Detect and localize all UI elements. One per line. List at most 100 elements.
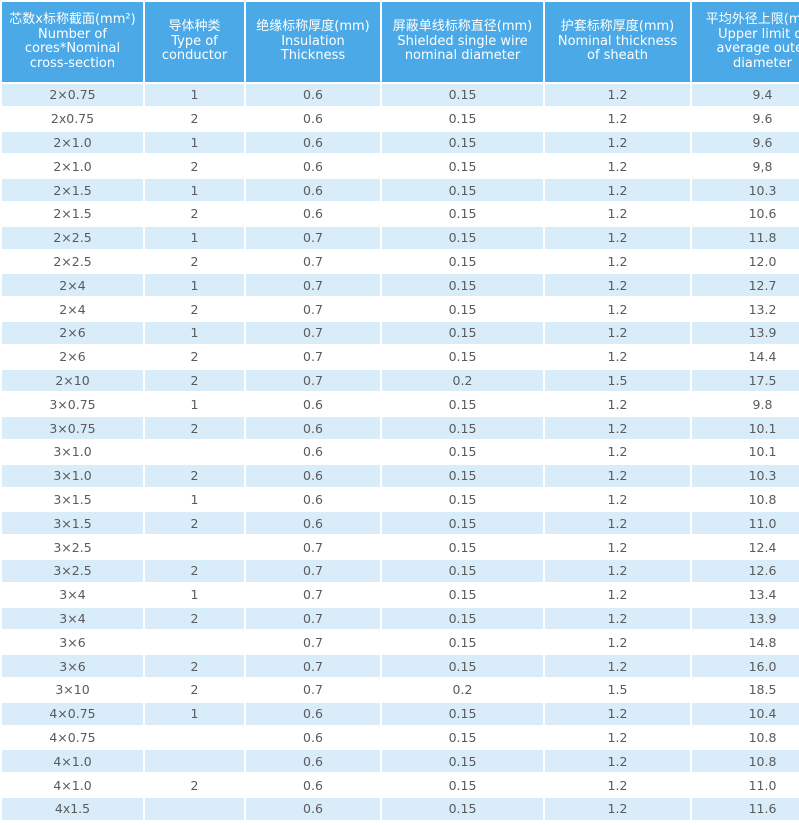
cell-outer-diameter-limit: 10.8 bbox=[692, 750, 799, 773]
header-sheath-thickness: 护套标称厚度(mm) Nominal thickness of sheath bbox=[545, 2, 690, 82]
cell-shield-wire-diameter: 0.15 bbox=[382, 797, 543, 820]
cell-shield-wire-diameter: 0.15 bbox=[382, 488, 543, 511]
cell-cores-cross-section: 3×10 bbox=[2, 678, 143, 701]
table-row: 2×4 2 0.7 0.15 1.2 13.2 bbox=[2, 298, 799, 320]
cell-insulation-thickness: 0.7 bbox=[246, 345, 380, 368]
cell-cores-cross-section: 2×2.5 bbox=[2, 250, 143, 273]
cell-insulation-thickness: 0.7 bbox=[246, 631, 380, 654]
header-line-en1: Type of bbox=[171, 33, 218, 49]
cell-shield-wire-diameter: 0.15 bbox=[382, 464, 543, 487]
table-row: 2×6 2 0.7 0.15 1.2 14.4 bbox=[2, 345, 799, 368]
cell-insulation-thickness: 0.7 bbox=[246, 607, 380, 630]
header-line-en3: diameter bbox=[733, 55, 792, 71]
cell-cores-cross-section: 2x0.75 bbox=[2, 107, 143, 130]
cell-sheath-thickness: 1.5 bbox=[545, 678, 690, 701]
table-row: 2×1.0 2 0.6 0.15 1.2 9,8 bbox=[2, 155, 799, 178]
cell-conductor-type: 1 bbox=[145, 226, 244, 249]
cell-outer-diameter-limit: 10.3 bbox=[692, 464, 799, 487]
cell-cores-cross-section: 3×4 bbox=[2, 607, 143, 630]
cell-conductor-type: 1 bbox=[145, 321, 244, 344]
cell-sheath-thickness: 1.2 bbox=[545, 655, 690, 677]
cell-shield-wire-diameter: 0.2 bbox=[382, 369, 543, 392]
cell-conductor-type: 2 bbox=[145, 369, 244, 392]
cell-shield-wire-diameter: 0.15 bbox=[382, 583, 543, 606]
cell-shield-wire-diameter: 0.15 bbox=[382, 250, 543, 273]
cell-sheath-thickness: 1.2 bbox=[545, 250, 690, 273]
cell-conductor-type: 2 bbox=[145, 250, 244, 273]
cell-sheath-thickness: 1.2 bbox=[545, 583, 690, 606]
cell-conductor-type: 1 bbox=[145, 84, 244, 106]
cell-insulation-thickness: 0.6 bbox=[246, 488, 380, 511]
cell-sheath-thickness: 1.2 bbox=[545, 84, 690, 106]
header-line-zh: 绝缘标称厚度(mm) bbox=[256, 19, 370, 35]
cell-insulation-thickness: 0.6 bbox=[246, 84, 380, 106]
cell-conductor-type: 2 bbox=[145, 345, 244, 368]
cell-cores-cross-section: 3×1.5 bbox=[2, 512, 143, 535]
cell-shield-wire-diameter: 0.15 bbox=[382, 631, 543, 654]
cell-cores-cross-section: 4×1.0 bbox=[2, 750, 143, 773]
cell-insulation-thickness: 0.7 bbox=[246, 274, 380, 297]
cell-outer-diameter-limit: 11.8 bbox=[692, 226, 799, 249]
cell-sheath-thickness: 1.2 bbox=[545, 797, 690, 820]
table-row: 2x0.75 2 0.6 0.15 1.2 9.6 bbox=[2, 107, 799, 130]
cell-cores-cross-section: 3×6 bbox=[2, 655, 143, 677]
cell-shield-wire-diameter: 0.15 bbox=[382, 226, 543, 249]
cell-outer-diameter-limit: 17.5 bbox=[692, 369, 799, 392]
cell-sheath-thickness: 1.2 bbox=[545, 750, 690, 773]
cell-sheath-thickness: 1.2 bbox=[545, 774, 690, 796]
header-line-zh: 导体种类 bbox=[168, 19, 221, 35]
cell-cores-cross-section: 3×1.0 bbox=[2, 440, 143, 463]
cell-shield-wire-diameter: 0.15 bbox=[382, 393, 543, 416]
cell-insulation-thickness: 0.7 bbox=[246, 559, 380, 582]
cell-sheath-thickness: 1.2 bbox=[545, 321, 690, 344]
cell-sheath-thickness: 1.2 bbox=[545, 298, 690, 320]
table-row: 2×6 1 0.7 0.15 1.2 13.9 bbox=[2, 321, 799, 344]
cell-shield-wire-diameter: 0.15 bbox=[382, 417, 543, 439]
cell-cores-cross-section: 4x1.5 bbox=[2, 797, 143, 820]
cell-shield-wire-diameter: 0.15 bbox=[382, 512, 543, 535]
cell-insulation-thickness: 0.7 bbox=[246, 321, 380, 344]
cell-outer-diameter-limit: 13.2 bbox=[692, 298, 799, 320]
cell-outer-diameter-limit: 9.8 bbox=[692, 393, 799, 416]
cell-insulation-thickness: 0.6 bbox=[246, 440, 380, 463]
cell-sheath-thickness: 1.2 bbox=[545, 536, 690, 558]
cell-cores-cross-section: 2×6 bbox=[2, 321, 143, 344]
header-line-zh: 平均外径上限(mm) bbox=[705, 12, 799, 27]
table-row: 3×1.0 2 0.6 0.15 1.2 10.3 bbox=[2, 464, 799, 487]
cell-sheath-thickness: 1.2 bbox=[545, 345, 690, 368]
cell-insulation-thickness: 0.7 bbox=[246, 226, 380, 249]
cell-sheath-thickness: 1.2 bbox=[545, 464, 690, 487]
cell-outer-diameter-limit: 11.0 bbox=[692, 774, 799, 796]
cell-cores-cross-section: 3×1.5 bbox=[2, 488, 143, 511]
cell-insulation-thickness: 0.6 bbox=[246, 155, 380, 178]
header-line-en1: Upper limit of bbox=[718, 26, 799, 42]
table-row: 2×0.75 1 0.6 0.15 1.2 9.4 bbox=[2, 84, 799, 106]
cell-insulation-thickness: 0.7 bbox=[246, 250, 380, 273]
cell-conductor-type: 2 bbox=[145, 607, 244, 630]
cell-cores-cross-section: 2×1.0 bbox=[2, 131, 143, 154]
cell-conductor-type: 1 bbox=[145, 488, 244, 511]
header-row: 芯数x标称截面(mm²) Number of cores*Nominal cross-… bbox=[2, 2, 799, 82]
cell-conductor-type: 2 bbox=[145, 202, 244, 225]
cell-sheath-thickness: 1.2 bbox=[545, 631, 690, 654]
table-row: 4×0.75 1 0.6 0.15 1.2 10.4 bbox=[2, 702, 799, 725]
cell-conductor-type bbox=[145, 631, 244, 654]
cell-shield-wire-diameter: 0.15 bbox=[382, 726, 543, 749]
table-row: 4×1.0 0.6 0.15 1.2 10.8 bbox=[2, 750, 799, 773]
cell-shield-wire-diameter: 0.15 bbox=[382, 750, 543, 773]
cell-shield-wire-diameter: 0.15 bbox=[382, 179, 543, 201]
cell-insulation-thickness: 0.6 bbox=[246, 464, 380, 487]
cell-insulation-thickness: 0.6 bbox=[246, 417, 380, 439]
cell-conductor-type: 2 bbox=[145, 298, 244, 320]
cell-conductor-type bbox=[145, 536, 244, 558]
cell-conductor-type: 1 bbox=[145, 393, 244, 416]
cell-cores-cross-section: 2×1.5 bbox=[2, 202, 143, 225]
cell-outer-diameter-limit: 9.6 bbox=[692, 107, 799, 130]
cell-sheath-thickness: 1.2 bbox=[545, 559, 690, 582]
cell-conductor-type: 1 bbox=[145, 583, 244, 606]
cell-sheath-thickness: 1.2 bbox=[545, 155, 690, 178]
cell-shield-wire-diameter: 0.15 bbox=[382, 607, 543, 630]
cell-shield-wire-diameter: 0.15 bbox=[382, 274, 543, 297]
table-row: 3×2.5 0.7 0.15 1.2 12.4 bbox=[2, 536, 799, 558]
